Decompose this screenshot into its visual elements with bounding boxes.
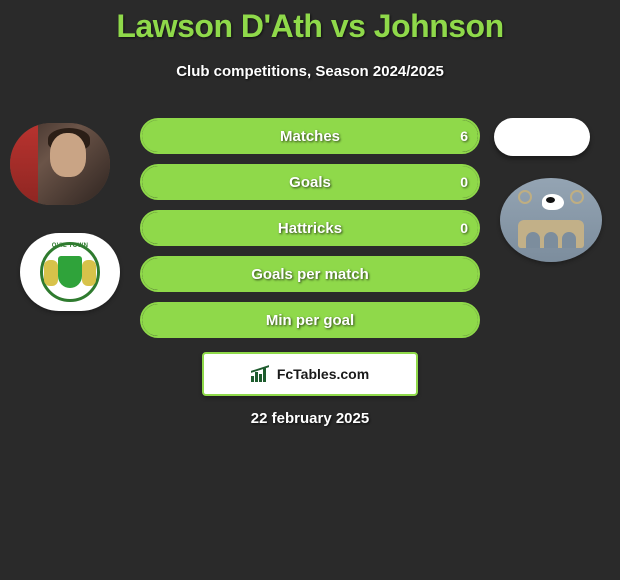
- stat-label: Matches: [142, 120, 478, 152]
- left-player-face: [50, 133, 86, 177]
- right-club-crest-arch: [562, 232, 576, 248]
- right-club-crest: [500, 178, 602, 262]
- page-subtitle: Club competitions, Season 2024/2025: [0, 63, 620, 80]
- page-title: Lawson D'Ath vs Johnson: [0, 0, 620, 45]
- stat-right-value: 0: [460, 212, 468, 244]
- stat-label: Goals per match: [142, 258, 478, 290]
- stat-right-value: 0: [460, 166, 468, 198]
- left-player-photo-bg: [10, 123, 110, 205]
- footer-brand-text: FcTables.com: [277, 366, 369, 382]
- footer-brand-box[interactable]: FcTables.com: [202, 352, 418, 396]
- stat-row: Goals per match: [140, 256, 480, 292]
- right-club-crest-arch: [526, 232, 540, 248]
- stats-bars: Matches6Goals0Hattricks0Goals per matchM…: [140, 118, 480, 348]
- chart-icon: [251, 366, 271, 382]
- right-club-crest-ring-right: [570, 190, 584, 204]
- right-club-crest-ring-left: [518, 190, 532, 204]
- stat-row: Matches6: [140, 118, 480, 154]
- stat-label: Min per goal: [142, 304, 478, 336]
- left-club-crest: OVIL TOWN: [20, 233, 120, 311]
- stat-label: Hattricks: [142, 212, 478, 244]
- left-club-crest-supporter-right: [82, 260, 96, 286]
- left-club-crest-supporter-left: [44, 260, 58, 286]
- comparison-infographic: Lawson D'Ath vs Johnson Club competition…: [0, 0, 620, 580]
- right-player-photo-placeholder: [494, 118, 590, 156]
- right-club-crest-inner: [512, 186, 590, 254]
- comparison-date: 22 february 2025: [0, 410, 620, 427]
- left-player-photo: [10, 123, 110, 205]
- right-club-crest-arch: [544, 232, 558, 248]
- stat-row: Min per goal: [140, 302, 480, 338]
- right-club-crest-magpie: [542, 194, 564, 210]
- stat-right-value: 6: [460, 120, 468, 152]
- left-club-crest-inner: OVIL TOWN: [40, 242, 100, 302]
- left-club-crest-shield: [58, 256, 82, 288]
- left-player-background-banner: [10, 123, 38, 205]
- stat-row: Hattricks0: [140, 210, 480, 246]
- stat-row: Goals0: [140, 164, 480, 200]
- stat-label: Goals: [142, 166, 478, 198]
